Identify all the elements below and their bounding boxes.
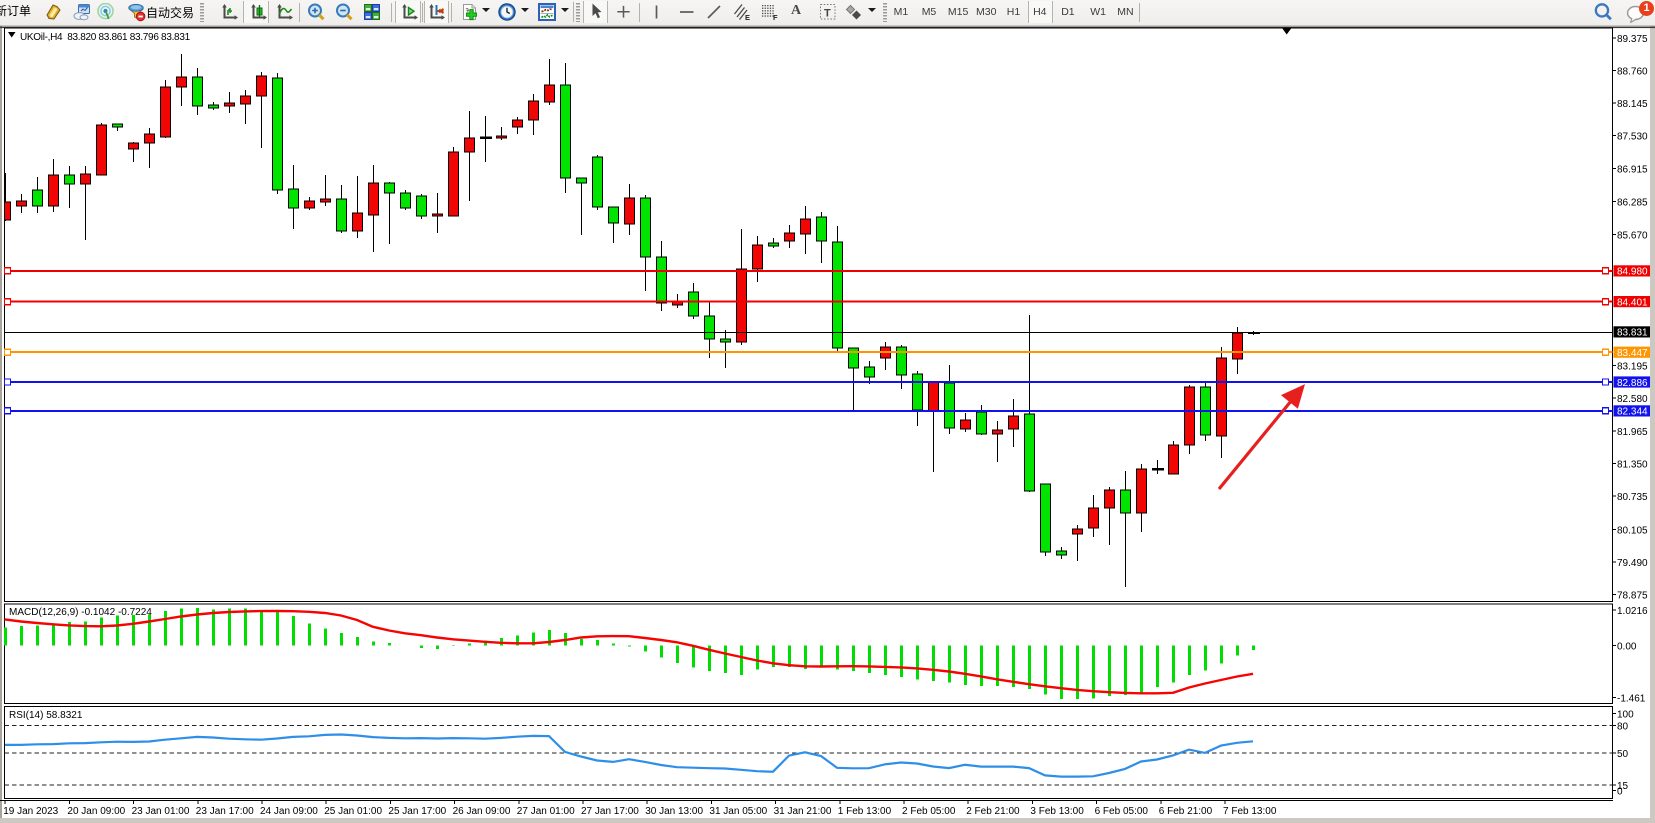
svg-text:6 Feb 05:00: 6 Feb 05:00 <box>1095 806 1149 817</box>
svg-text:30 Jan 13:00: 30 Jan 13:00 <box>645 806 703 817</box>
svg-text:81.965: 81.965 <box>1617 427 1648 438</box>
svg-text:20 Jan 09:00: 20 Jan 09:00 <box>67 806 125 817</box>
svg-text:82.580: 82.580 <box>1617 394 1648 405</box>
svg-text:86.285: 86.285 <box>1617 198 1648 209</box>
svg-text:84.980: 84.980 <box>1617 267 1648 278</box>
svg-text:88.760: 88.760 <box>1617 66 1648 77</box>
svg-text:80.105: 80.105 <box>1617 525 1648 536</box>
svg-text:19 Jan 2023: 19 Jan 2023 <box>3 806 58 817</box>
svg-text:78.875: 78.875 <box>1617 591 1648 602</box>
svg-text:84.401: 84.401 <box>1617 297 1648 308</box>
svg-text:89.375: 89.375 <box>1617 34 1648 45</box>
svg-text:UKOil-,H4 83.820 83.861 83.79: UKOil-,H4 83.820 83.861 83.796 83.831 <box>20 32 191 43</box>
svg-text:1.0216: 1.0216 <box>1617 606 1648 617</box>
svg-text:23 Jan 17:00: 23 Jan 17:00 <box>196 806 254 817</box>
svg-text:83.195: 83.195 <box>1617 362 1648 373</box>
svg-text:1 Feb 13:00: 1 Feb 13:00 <box>838 806 892 817</box>
svg-text:-1.461: -1.461 <box>1617 694 1646 705</box>
svg-text:6 Feb 21:00: 6 Feb 21:00 <box>1159 806 1213 817</box>
svg-text:26 Jan 09:00: 26 Jan 09:00 <box>453 806 511 817</box>
svg-text:82.344: 82.344 <box>1617 407 1648 418</box>
svg-text:0: 0 <box>1617 786 1623 797</box>
svg-text:15: 15 <box>1617 781 1629 792</box>
svg-text:27 Jan 01:00: 27 Jan 01:00 <box>517 806 575 817</box>
svg-text:31 Jan 21:00: 31 Jan 21:00 <box>774 806 832 817</box>
svg-text:80: 80 <box>1617 721 1629 732</box>
svg-text:82.886: 82.886 <box>1617 378 1648 389</box>
svg-text:100: 100 <box>1617 710 1634 721</box>
svg-text:25 Jan 17:00: 25 Jan 17:00 <box>388 806 446 817</box>
svg-text:0.00: 0.00 <box>1617 641 1637 652</box>
svg-text:83.447: 83.447 <box>1617 348 1648 359</box>
svg-text:88.145: 88.145 <box>1617 99 1648 110</box>
svg-text:3 Feb 13:00: 3 Feb 13:00 <box>1030 806 1084 817</box>
svg-text:81.350: 81.350 <box>1617 459 1648 470</box>
svg-text:2 Feb 05:00: 2 Feb 05:00 <box>902 806 956 817</box>
svg-text:86.915: 86.915 <box>1617 164 1648 175</box>
svg-text:F: F <box>773 13 778 21</box>
svg-text:7 Feb 13:00: 7 Feb 13:00 <box>1223 806 1277 817</box>
svg-text:E: E <box>745 13 750 21</box>
svg-text:79.490: 79.490 <box>1617 558 1648 569</box>
svg-text:RSI(14) 58.8321: RSI(14) 58.8321 <box>9 710 83 721</box>
svg-text:MACD(12,26,9) -0.1042 -0.7224: MACD(12,26,9) -0.1042 -0.7224 <box>9 607 152 618</box>
svg-text:50: 50 <box>1617 749 1629 760</box>
svg-text:2 Feb 21:00: 2 Feb 21:00 <box>966 806 1020 817</box>
svg-text:83.831: 83.831 <box>1617 328 1648 339</box>
svg-text:80.735: 80.735 <box>1617 492 1648 503</box>
svg-text:87.530: 87.530 <box>1617 132 1648 143</box>
svg-text:27 Jan 17:00: 27 Jan 17:00 <box>581 806 639 817</box>
svg-text:31 Jan 05:00: 31 Jan 05:00 <box>709 806 767 817</box>
svg-text:25 Jan 01:00: 25 Jan 01:00 <box>324 806 382 817</box>
svg-text:23 Jan 01:00: 23 Jan 01:00 <box>132 806 190 817</box>
svg-text:24 Jan 09:00: 24 Jan 09:00 <box>260 806 318 817</box>
svg-text:T: T <box>824 8 831 20</box>
svg-text:85.670: 85.670 <box>1617 230 1648 241</box>
